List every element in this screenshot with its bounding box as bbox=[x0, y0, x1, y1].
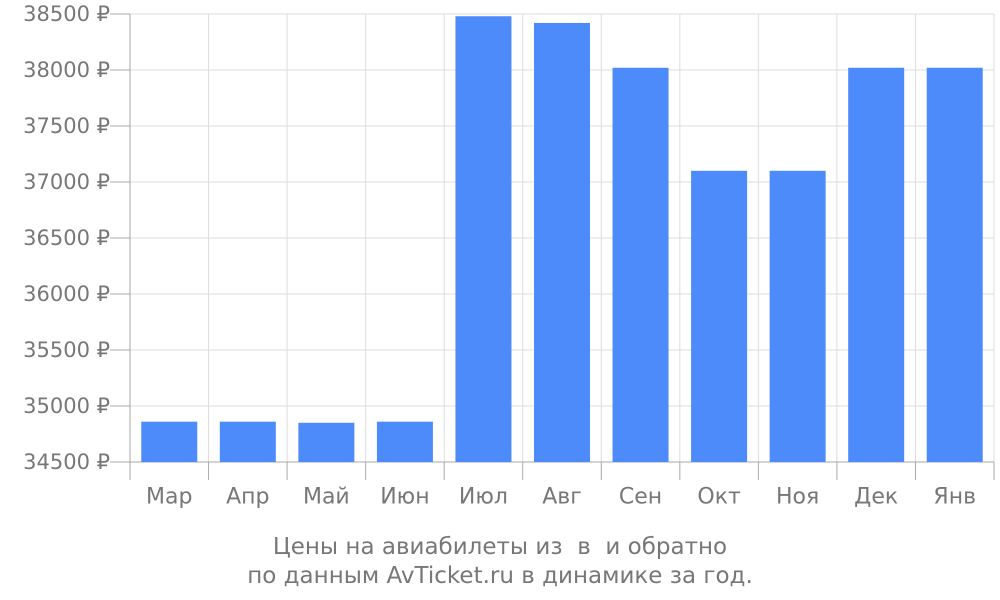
y-tick-label: 35500 ₽ bbox=[23, 338, 110, 362]
bar bbox=[298, 422, 355, 462]
x-tick-label: Апр bbox=[226, 485, 269, 510]
chart-caption-line-1: Цены на авиабилеты из в и обратно bbox=[272, 534, 728, 560]
bar bbox=[141, 421, 198, 462]
y-tick-label: 38000 ₽ bbox=[23, 58, 110, 82]
x-tick-label: Дек bbox=[854, 485, 898, 510]
y-tick-label: 36000 ₽ bbox=[23, 282, 110, 306]
chart-caption-line-2: по данным AvTicket.ru в динамике за год. bbox=[247, 563, 753, 589]
x-tick-label: Авг bbox=[542, 485, 582, 510]
bar bbox=[376, 421, 433, 462]
y-tick-label: 37500 ₽ bbox=[23, 114, 110, 138]
bar bbox=[612, 67, 669, 462]
x-tick-label: Июл bbox=[459, 485, 508, 510]
bar bbox=[219, 421, 276, 462]
y-tick-label: 36500 ₽ bbox=[23, 226, 110, 250]
y-tick-label: 35000 ₽ bbox=[23, 394, 110, 418]
y-tick-label: 34500 ₽ bbox=[23, 450, 110, 474]
x-tick-label: Сен bbox=[619, 485, 662, 510]
x-tick-label: Янв bbox=[933, 485, 976, 510]
x-tick-label: Июн bbox=[380, 485, 429, 510]
bar bbox=[455, 16, 512, 463]
y-tick-label: 37000 ₽ bbox=[23, 170, 110, 194]
y-tick-label: 38500 ₽ bbox=[23, 2, 110, 26]
bar bbox=[848, 67, 905, 462]
x-tick-label: Мар bbox=[146, 485, 192, 510]
x-tick-label: Май bbox=[303, 485, 350, 510]
bar bbox=[534, 22, 590, 463]
bar bbox=[769, 170, 826, 463]
bar bbox=[691, 170, 748, 463]
x-tick-label: Ноя bbox=[776, 485, 819, 510]
bar bbox=[926, 67, 983, 462]
x-tick-label: Окт bbox=[697, 485, 741, 510]
